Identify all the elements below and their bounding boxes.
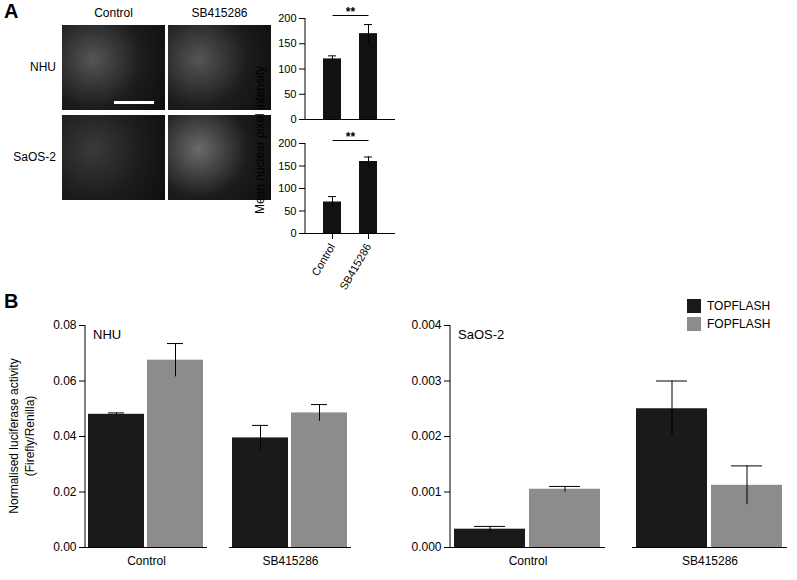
svg-text:0.004: 0.004 [411, 318, 441, 332]
html-text:SaOS-2: SaOS-2 [458, 327, 505, 342]
html-text:B: B [4, 290, 19, 312]
svg-text:0.003: 0.003 [411, 374, 441, 388]
svg-text:0.02: 0.02 [53, 485, 77, 499]
svg-text:**: ** [346, 130, 356, 144]
html-text:NHU: NHU [93, 327, 122, 342]
svg-text:0.04: 0.04 [53, 429, 77, 443]
svg-text:0.000: 0.000 [411, 540, 441, 554]
svg-text:0.08: 0.08 [53, 318, 77, 332]
svg-text:100: 100 [278, 63, 296, 75]
svg-text:Control: Control [127, 554, 166, 568]
html-text:Normalised luciferase activity: Normalised luciferase activity [7, 358, 21, 514]
html-text:SaOS-2: SaOS-2 [13, 149, 56, 164]
html-text:FOPFLASH: FOPFLASH [707, 317, 771, 331]
svg-text:**: ** [346, 5, 356, 19]
svg-text:0: 0 [290, 113, 296, 125]
svg-text:SB415286: SB415286 [682, 554, 738, 568]
svg-text:150: 150 [278, 37, 296, 49]
svg-text:200: 200 [278, 137, 296, 149]
svg-text:100: 100 [278, 182, 296, 194]
svg-text:SB415286: SB415286 [262, 554, 318, 568]
svg-text:200: 200 [278, 12, 296, 24]
html-text:NHU: NHU [30, 59, 56, 74]
svg-text:0: 0 [290, 227, 296, 239]
svg-text:0.06: 0.06 [53, 374, 77, 388]
svg-text:Control: Control [309, 241, 337, 278]
svg-text:0.002: 0.002 [411, 429, 441, 443]
svg-text:50: 50 [284, 205, 296, 217]
html-text:A: A [4, 0, 19, 22]
svg-text:0.00: 0.00 [53, 540, 77, 554]
html-text:SB415286: SB415286 [191, 6, 248, 20]
svg-text:50: 50 [284, 88, 296, 100]
svg-text:150: 150 [278, 160, 296, 172]
html-text:Control: Control [94, 6, 133, 20]
html-text:(Firefly/Renilla): (Firefly/Renilla) [23, 395, 37, 477]
svg-text:SB415286: SB415286 [337, 241, 373, 292]
html-text:Mean nuclear pixel intensity: Mean nuclear pixel intensity [253, 66, 267, 214]
html-text:TOPFLASH: TOPFLASH [707, 299, 771, 313]
svg-text:0.001: 0.001 [411, 485, 441, 499]
svg-text:Control: Control [509, 554, 548, 568]
